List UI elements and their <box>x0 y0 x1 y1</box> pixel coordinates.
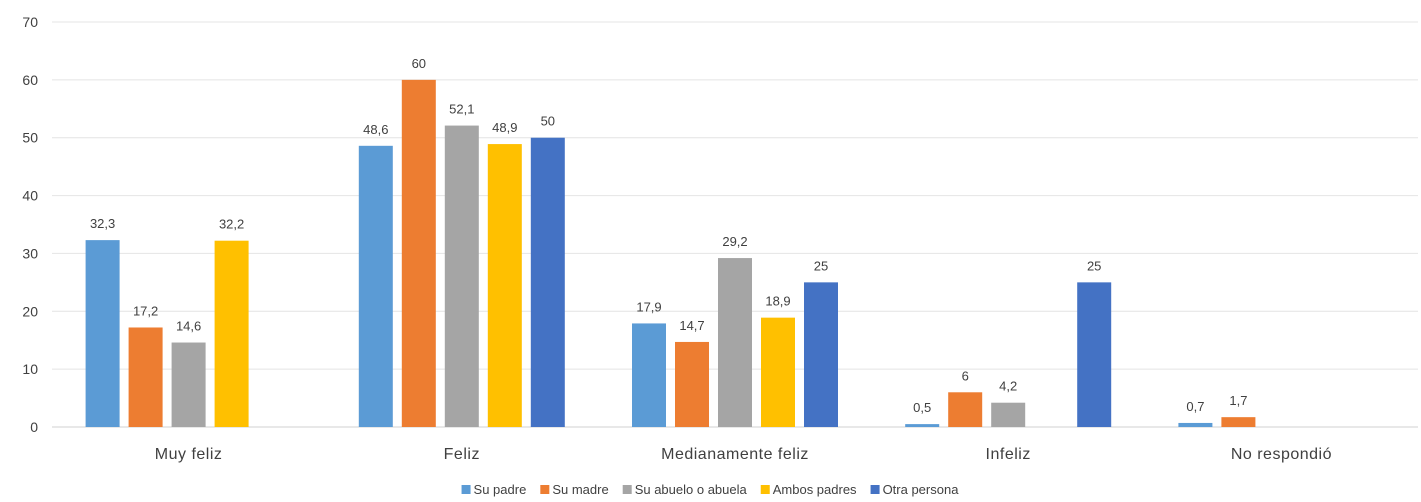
data-label: 0,5 <box>913 400 931 415</box>
data-label: 1,7 <box>1229 393 1247 408</box>
x-axis: Muy feliz Feliz Medianamente feliz Infeliz N… <box>155 446 1332 463</box>
x-tick-label: Feliz <box>444 446 480 463</box>
y-tick-label: 50 <box>22 130 38 146</box>
data-label: 6 <box>962 368 969 383</box>
bar <box>761 317 795 427</box>
bar <box>171 342 206 427</box>
x-tick-label: Medianamente feliz <box>661 446 809 463</box>
data-label: 29,2 <box>722 234 747 249</box>
data-label: 25 <box>1087 258 1101 273</box>
legend-swatch <box>461 485 471 494</box>
legend-item: Ambos padres <box>760 482 857 497</box>
y-axis: 0 10 20 30 40 50 60 70 <box>22 14 38 435</box>
bar <box>401 79 436 427</box>
x-tick-label: Infeliz <box>986 446 1031 463</box>
data-label: 18,9 <box>765 294 790 309</box>
data-label: 25 <box>814 258 828 273</box>
x-tick-label: No respondió <box>1231 446 1332 463</box>
bars <box>85 79 1256 428</box>
data-label: 48,9 <box>492 120 517 135</box>
bar <box>632 323 666 427</box>
legend-label: Su padre <box>474 482 527 497</box>
bar <box>804 282 838 427</box>
bar <box>358 145 393 428</box>
y-tick-label: 10 <box>22 361 38 377</box>
bar <box>85 240 120 427</box>
legend-swatch <box>870 485 880 494</box>
bar <box>214 240 249 427</box>
bar <box>444 125 479 428</box>
y-tick-label: 30 <box>22 245 38 261</box>
data-label: 17,2 <box>133 303 158 318</box>
data-labels: 32,3 17,2 14,6 32,2 48,6 60 52,1 48,9 50 17,9 14,7… <box>90 56 1247 415</box>
data-label: 52,1 <box>449 102 474 117</box>
legend-item: Otra persona <box>870 482 960 497</box>
bar <box>487 144 522 428</box>
legend-swatch <box>540 485 550 494</box>
data-label: 48,6 <box>363 122 388 137</box>
bar <box>905 424 940 427</box>
bar <box>530 137 565 427</box>
bar <box>1221 417 1256 427</box>
bar <box>718 258 752 427</box>
legend-item: Su abuelo o abuela <box>622 482 748 497</box>
legend-item: Su madre <box>540 482 609 497</box>
y-tick-label: 20 <box>22 303 38 319</box>
bar <box>1077 282 1112 427</box>
legend-label: Otra persona <box>883 482 960 497</box>
legend-label: Ambos padres <box>773 482 857 497</box>
data-label: 17,9 <box>636 299 661 314</box>
bar <box>991 402 1026 427</box>
data-label: 32,2 <box>219 217 244 232</box>
data-label: 0,7 <box>1186 399 1204 414</box>
data-label: 32,3 <box>90 216 115 231</box>
y-tick-label: 0 <box>30 419 38 435</box>
y-tick-label: 40 <box>22 188 38 204</box>
data-label: 14,6 <box>176 319 201 334</box>
data-label: 4,2 <box>999 379 1017 394</box>
data-label: 60 <box>412 56 426 71</box>
bar <box>948 392 983 427</box>
bar <box>1178 422 1213 427</box>
x-tick-label: Muy feliz <box>155 446 223 463</box>
data-label: 50 <box>541 114 555 129</box>
legend-label: Su madre <box>552 482 608 497</box>
bar <box>675 341 709 427</box>
legend-item: Su padre <box>461 482 527 497</box>
y-tick-label: 70 <box>22 14 38 30</box>
data-label: 14,7 <box>679 318 704 333</box>
legend-label: Su abuelo o abuela <box>635 482 748 497</box>
legend-swatch <box>622 485 632 494</box>
legend-swatch <box>760 485 770 494</box>
legend: Su padre Su madre Su abuelo o abuela Ambos … <box>461 482 960 497</box>
y-tick-label: 60 <box>22 72 38 88</box>
bar <box>128 327 163 427</box>
